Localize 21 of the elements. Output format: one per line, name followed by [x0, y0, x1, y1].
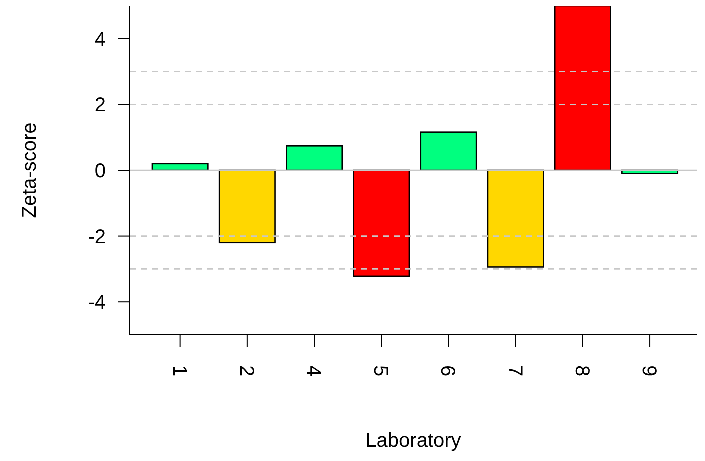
bar: [218, 170, 276, 244]
x-tick-label: 6: [436, 365, 459, 377]
y-tick-label: 0: [94, 160, 106, 182]
x-tick-label: 9: [638, 365, 660, 377]
x-tick-label: 8: [570, 365, 593, 377]
bar: [554, 6, 612, 172]
x-tick-label: 1: [168, 365, 190, 377]
bar: [420, 132, 478, 172]
y-tick-label: -4: [88, 292, 106, 314]
y-axis-title: Zeta-score: [19, 122, 41, 218]
bar: [487, 170, 544, 268]
y-tick-label: -2: [88, 226, 106, 248]
x-tick-label: 2: [235, 365, 258, 377]
bar: [286, 146, 344, 172]
x-tick-label: 5: [370, 365, 392, 377]
x-axis-title: Laboratory: [366, 430, 462, 452]
x-tick-label: 7: [504, 365, 526, 377]
x-tick-label: 4: [302, 365, 325, 377]
y-tick-label: 4: [94, 28, 106, 51]
y-tick-label: 2: [94, 94, 106, 117]
bar: [353, 170, 410, 278]
